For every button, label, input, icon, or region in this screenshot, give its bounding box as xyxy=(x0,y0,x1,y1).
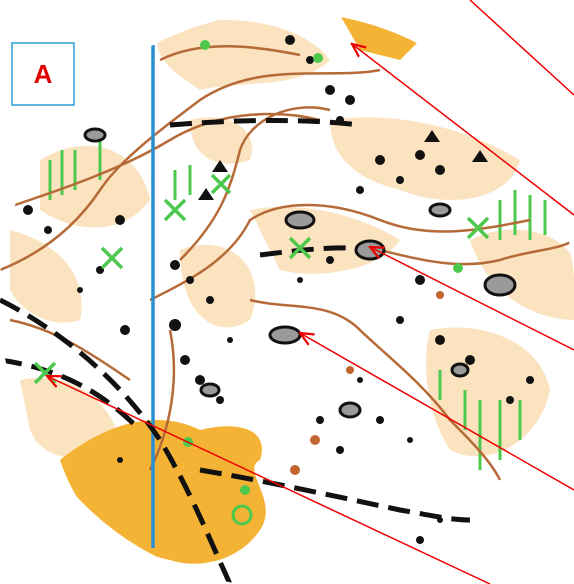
label-box xyxy=(11,42,75,106)
map-label: A xyxy=(34,59,53,89)
